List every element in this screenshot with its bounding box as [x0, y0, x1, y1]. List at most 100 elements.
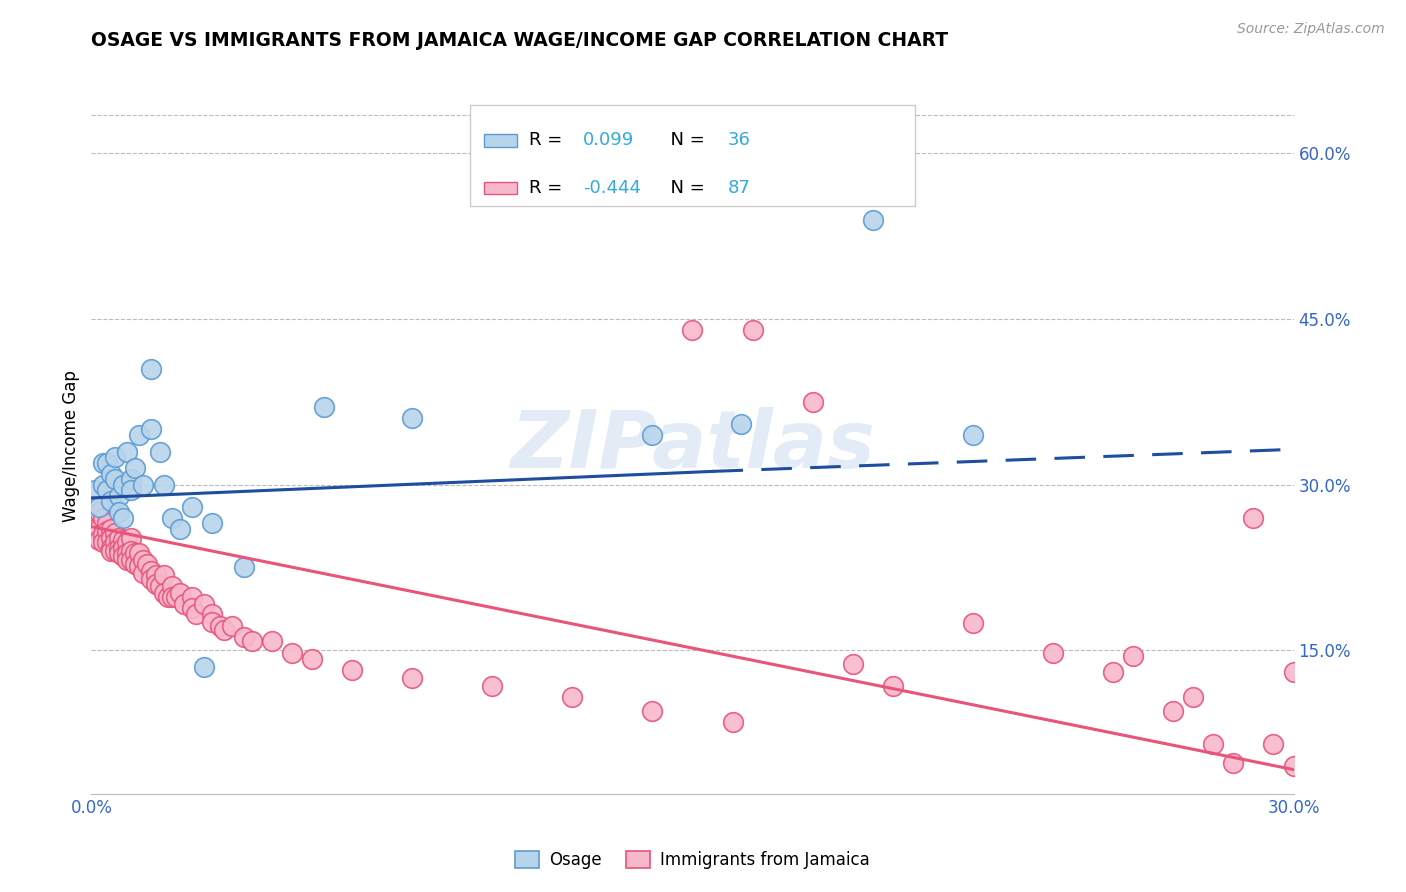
Text: 36: 36	[727, 131, 751, 149]
Point	[184, 607, 207, 621]
Point	[145, 568, 167, 582]
Point	[312, 401, 335, 415]
Point	[641, 704, 664, 718]
Point	[201, 516, 224, 531]
Point	[148, 444, 170, 458]
Point	[108, 541, 131, 555]
Point	[721, 715, 744, 730]
Point	[180, 500, 202, 514]
Point	[124, 461, 146, 475]
Point	[160, 579, 183, 593]
Point	[108, 546, 131, 560]
Point	[100, 531, 122, 545]
Point	[93, 527, 115, 541]
Point	[112, 549, 135, 564]
Point	[148, 579, 170, 593]
Point	[104, 544, 127, 558]
Point	[108, 531, 131, 545]
Point	[201, 607, 224, 621]
Point	[1263, 737, 1285, 751]
Point	[156, 591, 179, 605]
Point	[232, 630, 254, 644]
Point	[100, 522, 122, 536]
Point	[1282, 759, 1305, 773]
Text: ZIPatlas: ZIPatlas	[510, 407, 875, 485]
Point	[84, 483, 107, 498]
Point	[117, 444, 139, 458]
Point	[108, 489, 131, 503]
Point	[100, 544, 122, 558]
Point	[180, 601, 202, 615]
Point	[208, 619, 231, 633]
Point	[240, 634, 263, 648]
Point	[96, 524, 118, 538]
Point	[160, 591, 183, 605]
Point	[93, 456, 115, 470]
Point	[89, 522, 111, 536]
Point	[193, 597, 215, 611]
Point	[160, 510, 183, 524]
Point	[152, 586, 174, 600]
Point	[340, 663, 363, 677]
Point	[281, 646, 304, 660]
Point	[1122, 648, 1144, 663]
Point	[141, 564, 163, 578]
Point	[89, 500, 111, 514]
Point	[481, 679, 503, 693]
Text: R =: R =	[529, 178, 568, 197]
Point	[96, 483, 118, 498]
Point	[212, 624, 235, 638]
Point	[401, 671, 423, 685]
Point	[1042, 646, 1064, 660]
Point	[96, 516, 118, 531]
Point	[121, 553, 143, 567]
Point	[100, 467, 122, 481]
Point	[741, 323, 763, 337]
Point	[1243, 510, 1265, 524]
Point	[89, 533, 111, 547]
Point	[561, 690, 583, 704]
Y-axis label: Wage/Income Gap: Wage/Income Gap	[62, 370, 80, 522]
Point	[112, 533, 135, 547]
Point	[100, 541, 122, 555]
Point	[124, 557, 146, 571]
Point	[132, 477, 155, 491]
Point	[84, 510, 107, 524]
Point	[165, 591, 187, 605]
Point	[112, 541, 135, 555]
Point	[1163, 704, 1185, 718]
FancyBboxPatch shape	[470, 105, 915, 206]
Text: 0.099: 0.099	[583, 131, 634, 149]
Point	[193, 660, 215, 674]
Point	[112, 510, 135, 524]
Point	[1202, 737, 1225, 751]
Point	[93, 477, 115, 491]
Point	[962, 428, 984, 442]
Point	[96, 456, 118, 470]
Point	[89, 505, 111, 519]
Point	[801, 394, 824, 409]
Text: Source: ZipAtlas.com: Source: ZipAtlas.com	[1237, 22, 1385, 37]
Point	[962, 615, 984, 630]
Point	[132, 566, 155, 580]
Point	[100, 494, 122, 508]
Point	[128, 428, 150, 442]
Point	[169, 522, 191, 536]
Point	[882, 679, 904, 693]
Legend: Osage, Immigrants from Jamaica: Osage, Immigrants from Jamaica	[509, 845, 876, 876]
FancyBboxPatch shape	[485, 134, 517, 146]
Point	[169, 586, 191, 600]
Point	[681, 323, 703, 337]
Point	[104, 450, 127, 464]
Text: R =: R =	[529, 131, 568, 149]
Point	[152, 477, 174, 491]
Point	[108, 505, 131, 519]
Point	[132, 553, 155, 567]
Point	[841, 657, 863, 671]
Point	[112, 477, 135, 491]
Point	[96, 535, 118, 549]
Point	[1182, 690, 1205, 704]
Point	[180, 591, 202, 605]
Point	[152, 568, 174, 582]
Point	[141, 422, 163, 436]
